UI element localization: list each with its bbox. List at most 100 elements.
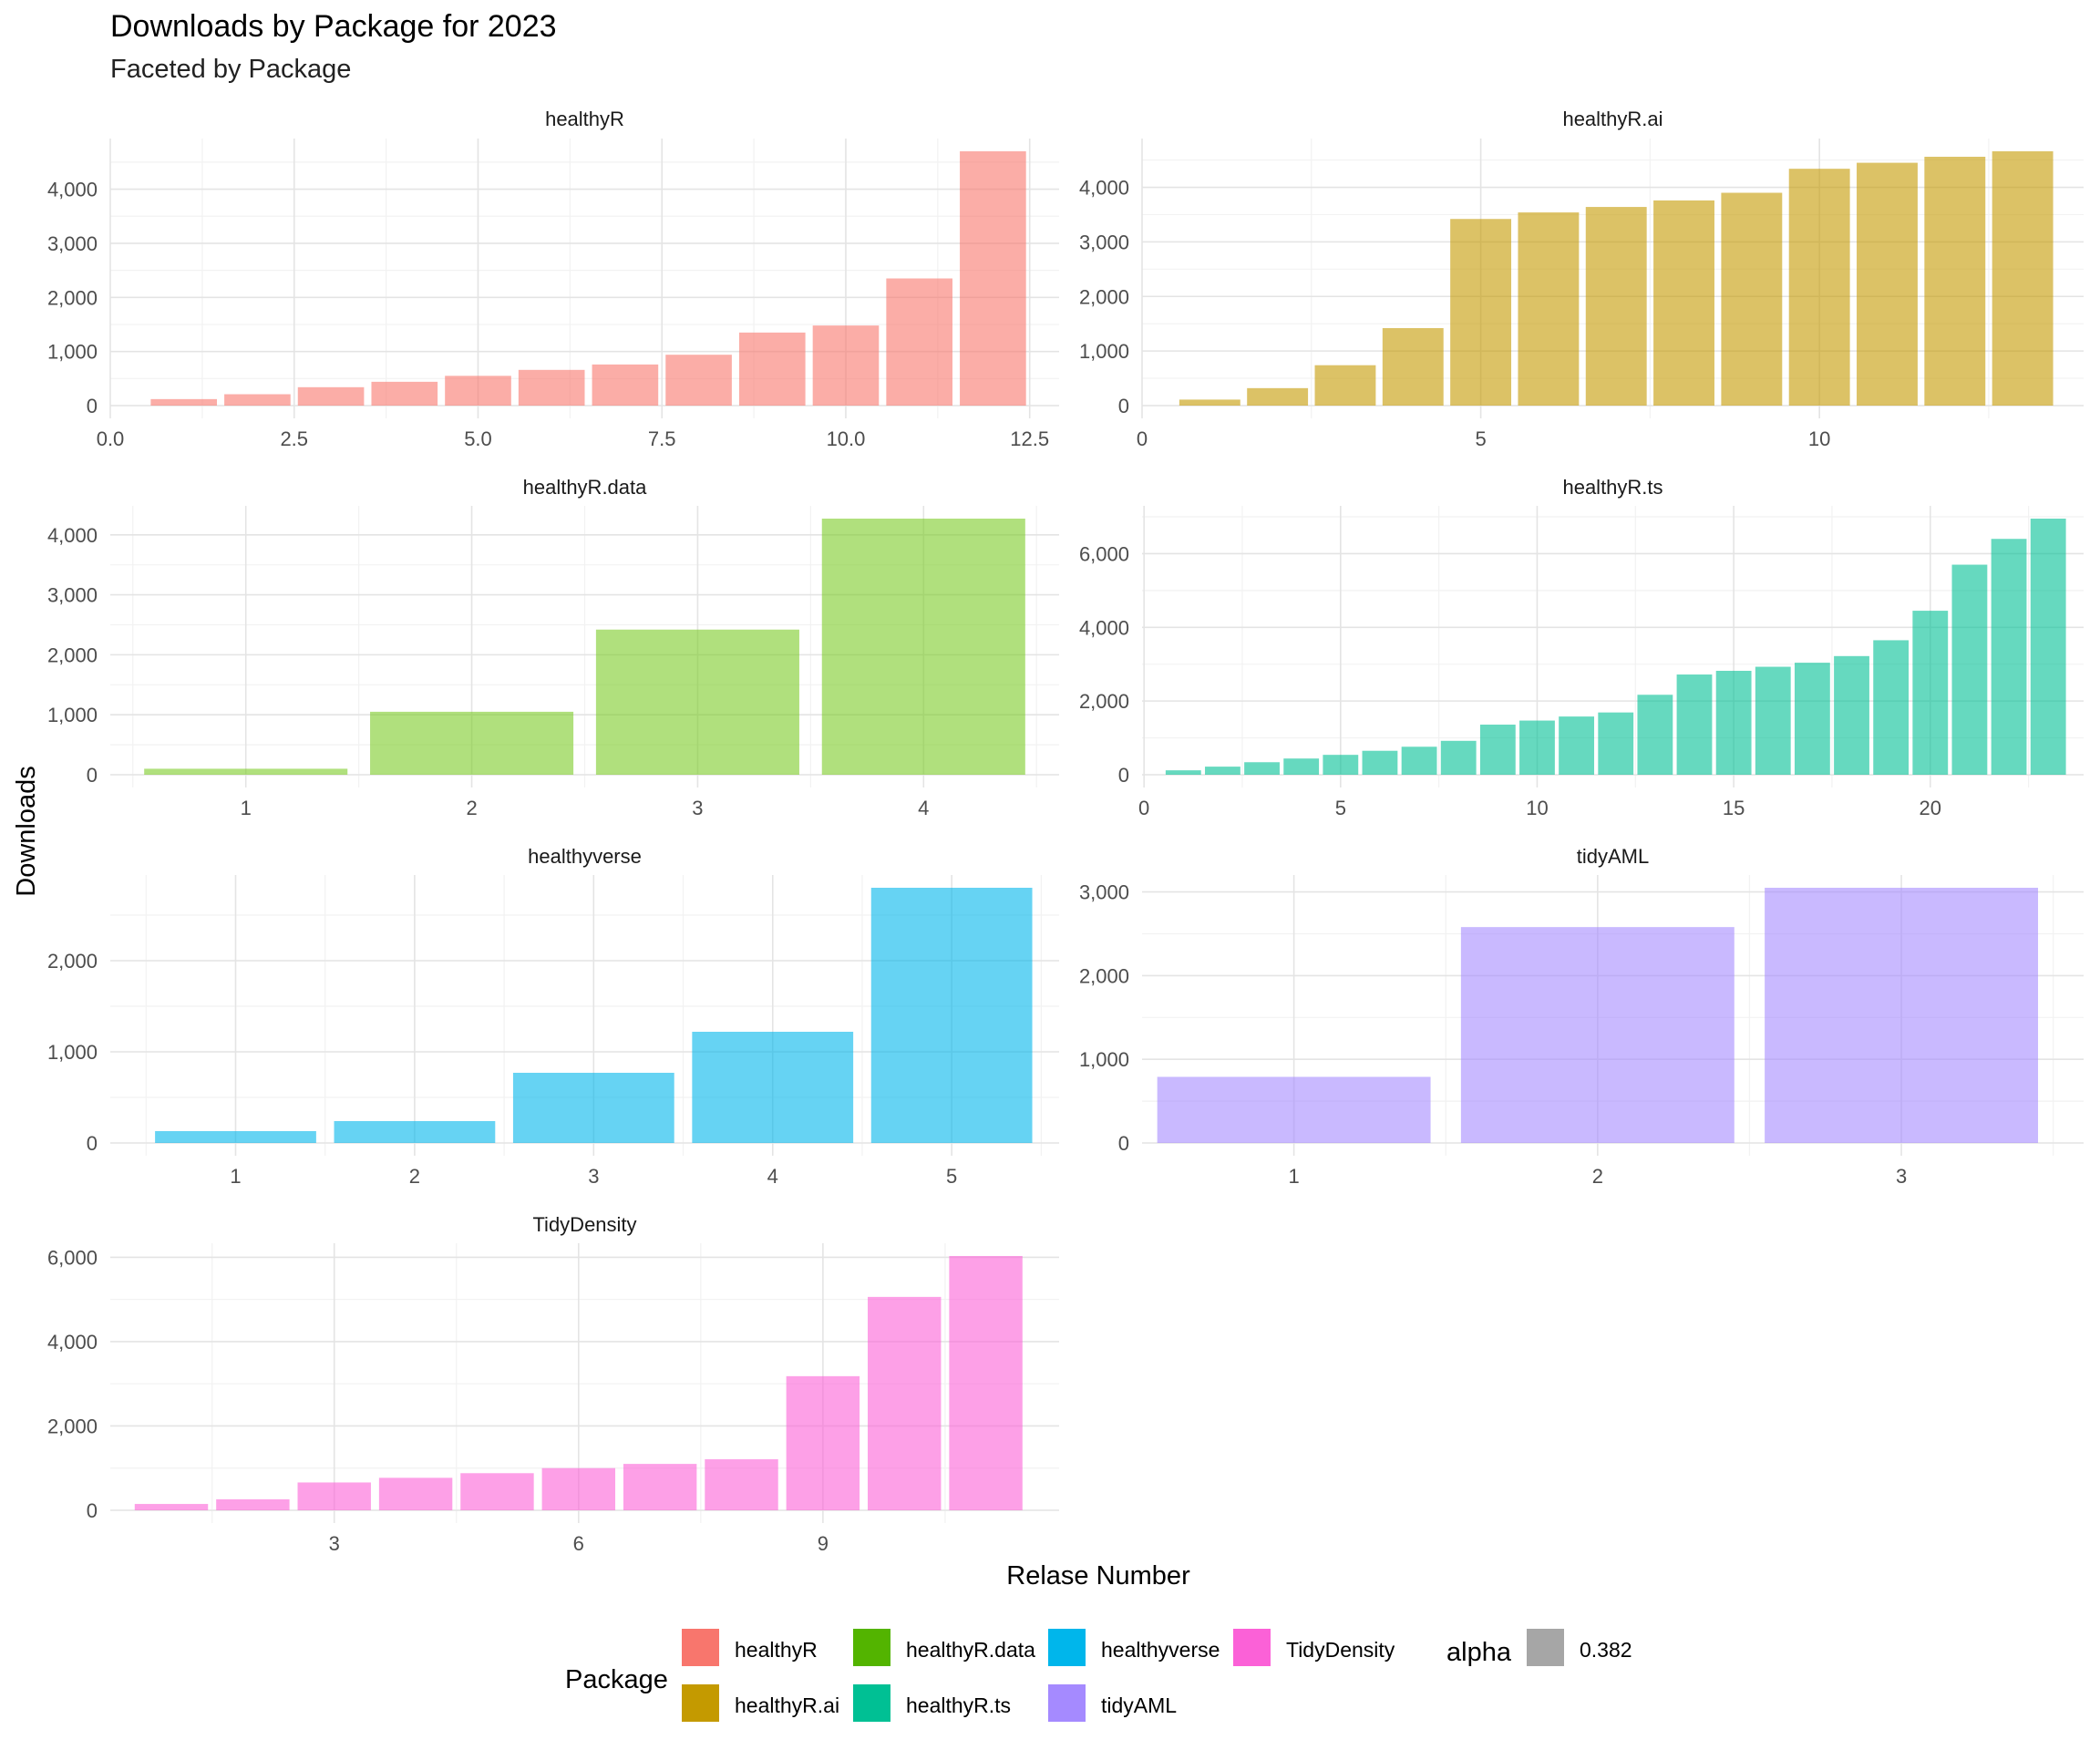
- panel-healthyr: 0 1,000 2,000 3,000 4,000 0.0 2.5 5.0 7.5 10.0 12.…: [47, 108, 1059, 450]
- facet-title-healthyr-ai: healthyR.ai: [1562, 108, 1662, 130]
- legend-alpha-title: alpha: [1446, 1638, 1512, 1667]
- bar-healthyr-ts-2: [1205, 767, 1240, 775]
- bar-healthyr-ts-22: [1991, 539, 2027, 775]
- bar-healthyr-ts-18: [1834, 655, 1869, 775]
- bar-healthyr-ai-9: [1721, 192, 1783, 406]
- x-tick-label: 1: [230, 1165, 241, 1188]
- bar-healthyr-ai-2: [1247, 387, 1309, 406]
- x-tick-label: 20: [1920, 797, 1941, 819]
- y-tick-label: 3,000: [1079, 881, 1129, 904]
- bar-tidydensity-1: [134, 1504, 209, 1510]
- bar-healthyr-ai-3: [1314, 365, 1376, 406]
- bar-healthyverse-4: [692, 1032, 854, 1143]
- bar-tidydensity-2: [216, 1498, 290, 1510]
- legend-swatch: [853, 1684, 890, 1722]
- bar-healthyr-ts-6: [1362, 750, 1398, 775]
- legend-swatch: [682, 1684, 719, 1722]
- y-tick-label: 0: [1118, 395, 1129, 417]
- bar-healthyr-ts-11: [1559, 716, 1595, 775]
- y-tick-label: 2,000: [47, 1415, 98, 1437]
- x-tick-label: 0: [1138, 797, 1149, 819]
- bar-healthyr-ai-13: [1992, 151, 2054, 406]
- bar-healthyr-ai-10: [1788, 169, 1850, 406]
- bar-healthyr-7: [592, 364, 659, 406]
- x-tick-label: 10: [1526, 797, 1548, 819]
- bar-healthyr-11: [886, 278, 952, 406]
- bar-healthyverse-1: [155, 1131, 316, 1143]
- bar-healthyr-ts-16: [1755, 666, 1791, 775]
- x-tick-label: 15: [1723, 797, 1745, 819]
- facet-title-healthyr-ts: healthyR.ts: [1562, 476, 1662, 499]
- bar-healthyr-ai-4: [1382, 327, 1444, 406]
- x-tick-label: 12.5: [1010, 427, 1049, 450]
- y-tick-label: 0: [87, 395, 98, 417]
- bar-healthyr-ai-11: [1857, 162, 1918, 406]
- bar-healthyr-ts-17: [1794, 663, 1830, 775]
- bar-healthyverse-2: [334, 1121, 496, 1143]
- y-tick-label: 4,000: [1079, 616, 1129, 639]
- bar-tidydensity-8: [705, 1459, 778, 1510]
- bar-healthyverse-3: [512, 1073, 674, 1143]
- bar-healthyr-ts-19: [1873, 640, 1910, 775]
- legend-label: TidyDensity: [1286, 1638, 1395, 1662]
- bar-healthyr-6: [518, 369, 585, 406]
- panel-healthyr-ai: 0 1,000 2,000 3,000 4,000 0 5 10 healthyR.ai: [1079, 108, 2084, 450]
- chart-title: Downloads by Package for 2023: [110, 9, 557, 44]
- bar-tidyaml-2: [1460, 927, 1735, 1143]
- bar-healthyr-ts-20: [1912, 611, 1949, 775]
- facet-title-tidyaml: tidyAML: [1577, 845, 1649, 868]
- y-tick-label: 6,000: [1079, 542, 1129, 565]
- y-axis-title: Downloads: [12, 766, 41, 896]
- bar-healthyr-ts-4: [1283, 758, 1320, 775]
- panel-healthyverse: 0 1,000 2,000 1 2 3 4 5 healthyverse: [47, 845, 1059, 1188]
- y-tick-label: 0: [87, 1132, 98, 1155]
- x-tick-label: 1: [1288, 1165, 1299, 1188]
- bar-healthyr-ts-14: [1676, 674, 1713, 775]
- x-tick-label: 5.0: [464, 427, 492, 450]
- bar-tidydensity-4: [378, 1477, 453, 1510]
- legend-item-tidydensity: TidyDensity: [1233, 1629, 1395, 1666]
- legend-label: healthyR.data: [906, 1638, 1035, 1662]
- legend-label: healthyR.ts: [906, 1693, 1011, 1717]
- y-tick-label: 2,000: [47, 286, 98, 309]
- bar-healthyr-5: [445, 376, 511, 406]
- bar-healthyr-ai-12: [1924, 156, 1986, 406]
- y-tick-label: 4,000: [47, 179, 98, 201]
- legend-label: tidyAML: [1101, 1693, 1177, 1717]
- facet-title-healthyr-data: healthyR.data: [523, 476, 648, 499]
- bar-healthyr-data-4: [821, 519, 1025, 775]
- bar-healthyr-ts-15: [1715, 670, 1752, 775]
- legend-label: healthyverse: [1101, 1638, 1220, 1662]
- bar-healthyr-2: [224, 394, 291, 406]
- bar-tidyaml-3: [1765, 888, 2039, 1143]
- bar-healthyr-ai-1: [1179, 399, 1240, 406]
- bar-tidydensity-7: [623, 1464, 697, 1510]
- bar-healthyr-ts-5: [1323, 755, 1359, 775]
- bar-healthyr-ts-1: [1165, 770, 1201, 775]
- legend-swatch: [1048, 1684, 1086, 1722]
- x-tick-label: 3: [1896, 1165, 1907, 1188]
- legend-swatch: [1048, 1629, 1086, 1666]
- y-tick-label: 3,000: [47, 232, 98, 255]
- y-tick-label: 0: [87, 764, 98, 787]
- y-tick-label: 2,000: [47, 950, 98, 973]
- y-tick-label: 4,000: [1079, 177, 1129, 200]
- y-tick-label: 1,000: [1079, 340, 1129, 363]
- legend-item-healthyr: healthyR: [682, 1629, 818, 1666]
- x-tick-label: 2: [409, 1165, 420, 1188]
- chart-subtitle: Faceted by Package: [110, 55, 351, 84]
- bar-tidydensity-5: [460, 1473, 534, 1510]
- x-tick-label: 0: [1137, 427, 1148, 450]
- x-tick-label: 3: [329, 1532, 340, 1555]
- bar-healthyr-ai-6: [1518, 212, 1580, 406]
- x-tick-label: 3: [588, 1165, 599, 1188]
- x-tick-label: 6: [573, 1532, 584, 1555]
- bar-healthyr-12: [960, 151, 1026, 406]
- bar-healthyr-1: [150, 398, 218, 406]
- y-tick-label: 2,000: [1079, 690, 1129, 713]
- legend: Package alpha 0.382 healthyR healthyR.ai h…: [565, 1629, 1632, 1722]
- bar-healthyr-ts-12: [1598, 712, 1634, 775]
- bar-healthyr-ts-13: [1637, 695, 1673, 775]
- y-tick-label: 0: [87, 1499, 98, 1522]
